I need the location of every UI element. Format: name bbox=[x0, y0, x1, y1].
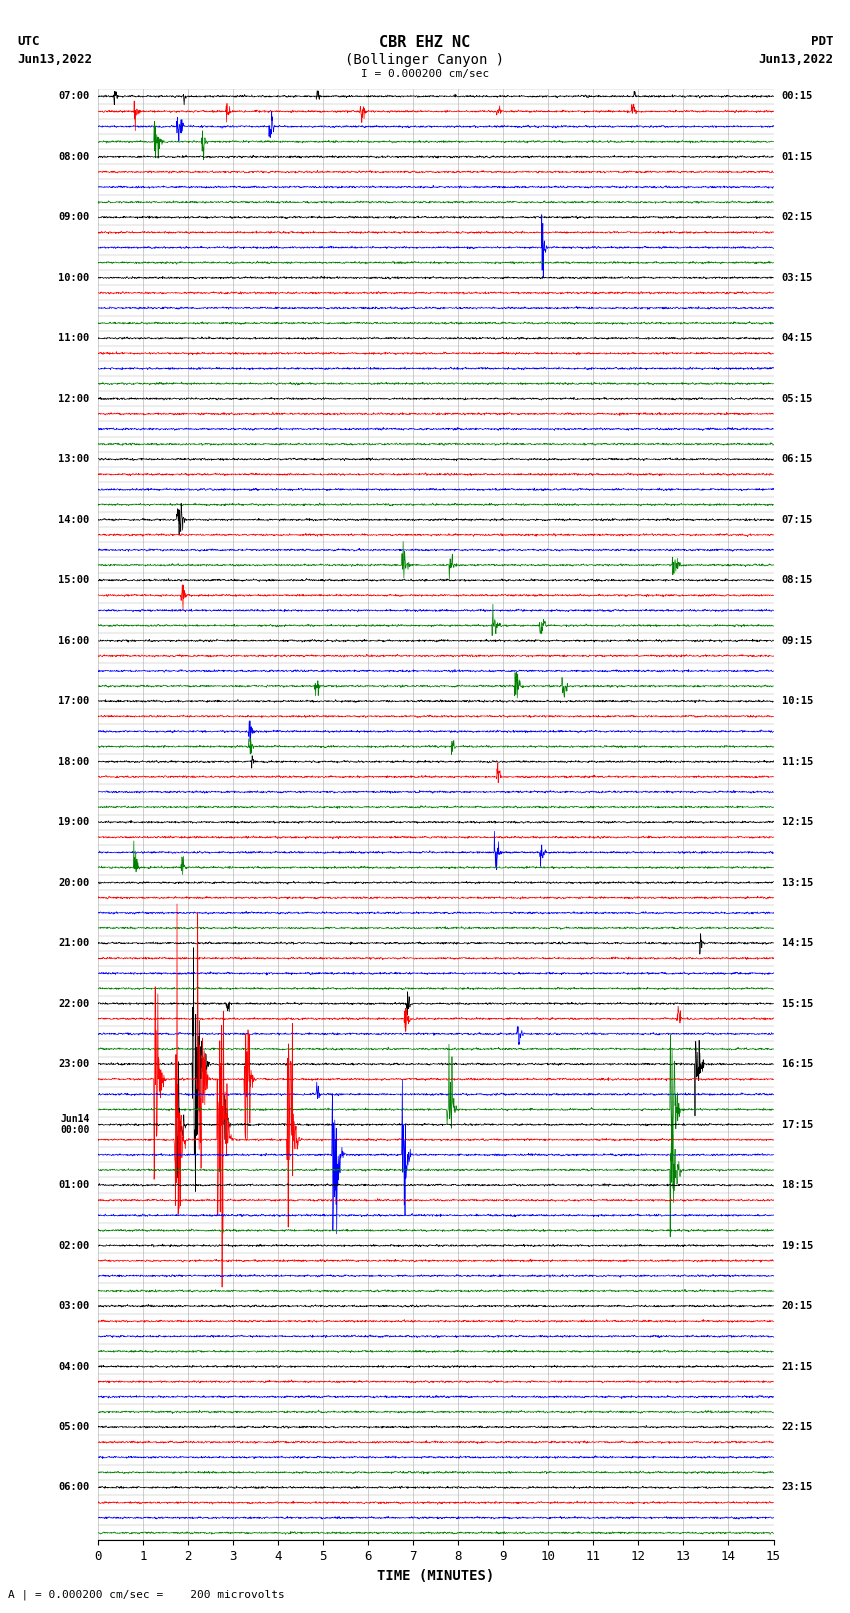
Text: 15:00: 15:00 bbox=[59, 576, 89, 586]
Text: 17:15: 17:15 bbox=[782, 1119, 813, 1129]
Text: 13:00: 13:00 bbox=[59, 455, 89, 465]
Text: 09:15: 09:15 bbox=[782, 636, 813, 645]
Text: 05:00: 05:00 bbox=[59, 1423, 89, 1432]
X-axis label: TIME (MINUTES): TIME (MINUTES) bbox=[377, 1569, 494, 1582]
Text: I = 0.000200 cm/sec: I = 0.000200 cm/sec bbox=[361, 69, 489, 79]
Text: 03:15: 03:15 bbox=[782, 273, 813, 282]
Text: 09:00: 09:00 bbox=[59, 213, 89, 223]
Text: 21:15: 21:15 bbox=[782, 1361, 813, 1371]
Text: Jun14
00:00: Jun14 00:00 bbox=[60, 1113, 89, 1136]
Text: UTC: UTC bbox=[17, 35, 39, 48]
Text: 23:00: 23:00 bbox=[59, 1060, 89, 1069]
Text: 12:00: 12:00 bbox=[59, 394, 89, 403]
Text: 04:15: 04:15 bbox=[782, 334, 813, 344]
Text: 10:15: 10:15 bbox=[782, 697, 813, 706]
Text: 19:00: 19:00 bbox=[59, 818, 89, 827]
Text: 03:00: 03:00 bbox=[59, 1302, 89, 1311]
Text: 12:15: 12:15 bbox=[782, 818, 813, 827]
Text: 05:15: 05:15 bbox=[782, 394, 813, 403]
Text: 02:00: 02:00 bbox=[59, 1240, 89, 1250]
Text: 14:15: 14:15 bbox=[782, 939, 813, 948]
Text: CBR EHZ NC: CBR EHZ NC bbox=[379, 35, 471, 50]
Text: 15:15: 15:15 bbox=[782, 998, 813, 1008]
Text: 22:00: 22:00 bbox=[59, 998, 89, 1008]
Text: 16:00: 16:00 bbox=[59, 636, 89, 645]
Text: Jun13,2022: Jun13,2022 bbox=[17, 53, 92, 66]
Text: 10:00: 10:00 bbox=[59, 273, 89, 282]
Text: 19:15: 19:15 bbox=[782, 1240, 813, 1250]
Text: 06:15: 06:15 bbox=[782, 455, 813, 465]
Text: 01:00: 01:00 bbox=[59, 1181, 89, 1190]
Text: 01:15: 01:15 bbox=[782, 152, 813, 161]
Text: 06:00: 06:00 bbox=[59, 1482, 89, 1492]
Text: 07:00: 07:00 bbox=[59, 92, 89, 102]
Text: 20:00: 20:00 bbox=[59, 877, 89, 887]
Text: 16:15: 16:15 bbox=[782, 1060, 813, 1069]
Text: 20:15: 20:15 bbox=[782, 1302, 813, 1311]
Text: 18:15: 18:15 bbox=[782, 1181, 813, 1190]
Text: 13:15: 13:15 bbox=[782, 877, 813, 887]
Text: 18:00: 18:00 bbox=[59, 756, 89, 766]
Text: Jun13,2022: Jun13,2022 bbox=[758, 53, 833, 66]
Text: 08:00: 08:00 bbox=[59, 152, 89, 161]
Text: A | = 0.000200 cm/sec =    200 microvolts: A | = 0.000200 cm/sec = 200 microvolts bbox=[8, 1589, 286, 1600]
Text: 04:00: 04:00 bbox=[59, 1361, 89, 1371]
Text: (Bollinger Canyon ): (Bollinger Canyon ) bbox=[345, 53, 505, 68]
Text: 00:15: 00:15 bbox=[782, 92, 813, 102]
Text: 23:15: 23:15 bbox=[782, 1482, 813, 1492]
Text: PDT: PDT bbox=[811, 35, 833, 48]
Text: 17:00: 17:00 bbox=[59, 697, 89, 706]
Text: 08:15: 08:15 bbox=[782, 576, 813, 586]
Text: 11:00: 11:00 bbox=[59, 334, 89, 344]
Text: 11:15: 11:15 bbox=[782, 756, 813, 766]
Text: 21:00: 21:00 bbox=[59, 939, 89, 948]
Text: 14:00: 14:00 bbox=[59, 515, 89, 524]
Text: 22:15: 22:15 bbox=[782, 1423, 813, 1432]
Text: 02:15: 02:15 bbox=[782, 213, 813, 223]
Text: 07:15: 07:15 bbox=[782, 515, 813, 524]
